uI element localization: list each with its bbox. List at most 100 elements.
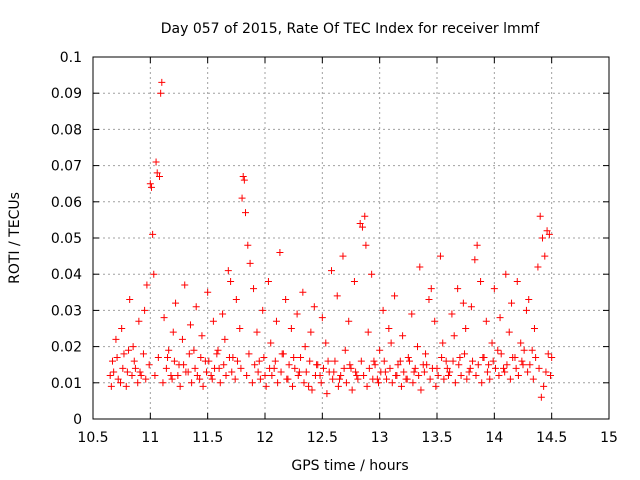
data-point [110, 368, 118, 376]
data-point [167, 372, 175, 380]
data-point [328, 267, 336, 275]
data-point [274, 379, 282, 387]
data-point [388, 379, 396, 387]
data-point [485, 361, 493, 369]
data-point [279, 350, 287, 358]
x-tick-label: 14.5 [536, 430, 567, 446]
data-point [483, 368, 491, 376]
data-point [176, 382, 184, 390]
data-point [529, 375, 537, 383]
data-point [142, 375, 150, 383]
data-point [180, 361, 188, 369]
data-point [294, 372, 302, 380]
data-point [494, 346, 502, 354]
data-point [461, 350, 469, 358]
data-point [139, 350, 147, 358]
data-point [405, 357, 413, 365]
data-point [532, 353, 540, 361]
data-point [363, 382, 371, 390]
data-point [467, 303, 475, 311]
data-point [146, 180, 154, 188]
data-point [208, 375, 216, 383]
data-point [271, 357, 279, 365]
data-point [520, 346, 528, 354]
data-point [512, 364, 520, 372]
data-point [125, 346, 133, 354]
data-point [282, 296, 290, 304]
data-point [345, 317, 353, 325]
y-tick-label: 0.01 [51, 376, 82, 392]
data-point [519, 361, 527, 369]
data-point [107, 382, 115, 390]
data-point [114, 375, 122, 383]
data-point [123, 368, 131, 376]
data-point [383, 375, 391, 383]
data-point [224, 267, 232, 275]
data-point [240, 176, 248, 184]
data-point [368, 270, 376, 278]
y-tick-labels: 0 0.01 0.02 0.03 0.04 0.05 0.06 0.07 0.08 0.09 0.1 [51, 50, 82, 428]
data-point [474, 361, 482, 369]
y-tick-label: 0.07 [51, 159, 82, 175]
data-point [415, 372, 423, 380]
data-point [509, 353, 517, 361]
data-point [295, 368, 303, 376]
data-point [297, 353, 305, 361]
data-point [455, 361, 463, 369]
data-point [537, 393, 545, 401]
data-point [542, 368, 550, 376]
data-point [236, 325, 244, 332]
data-point [264, 277, 272, 285]
data-point [404, 353, 412, 361]
data-point [214, 346, 222, 354]
y-tick-label: 0.04 [51, 267, 82, 283]
data-point [106, 372, 114, 380]
data-point [500, 364, 508, 372]
data-point [379, 306, 387, 314]
data-point [524, 368, 532, 376]
data-point [386, 364, 394, 372]
x-tick-label: 12 [256, 430, 274, 446]
data-point [548, 353, 556, 361]
data-point [260, 353, 268, 361]
data-point [186, 321, 194, 329]
data-point [408, 310, 416, 318]
data-point [118, 325, 126, 332]
x-tick-label: 13.5 [421, 430, 452, 446]
data-point [522, 306, 530, 314]
data-point [518, 357, 526, 365]
data-point [391, 292, 399, 300]
data-point [225, 353, 233, 361]
data-point [342, 379, 350, 387]
data-point [134, 379, 142, 387]
data-point [289, 382, 297, 390]
data-point [301, 343, 309, 351]
data-point [361, 212, 369, 220]
data-point [423, 361, 431, 369]
data-point [181, 281, 189, 289]
data-point [339, 252, 347, 260]
data-points [106, 78, 556, 401]
data-point [145, 361, 153, 369]
data-point [276, 248, 284, 256]
y-tick-label: 0.05 [51, 231, 82, 247]
y-tick-label: 0.09 [51, 86, 82, 102]
data-point [253, 328, 261, 336]
data-point [149, 230, 157, 238]
data-point [525, 296, 533, 304]
data-point [448, 310, 456, 318]
data-point [471, 256, 479, 264]
data-point [422, 350, 430, 358]
data-point [198, 332, 206, 340]
x-tick-label: 14 [485, 430, 503, 446]
data-point [250, 285, 258, 293]
data-point [333, 292, 341, 300]
data-point [117, 379, 125, 387]
data-point [331, 357, 339, 365]
data-point [152, 158, 160, 166]
data-point [277, 368, 285, 376]
data-point [502, 270, 510, 278]
data-point [172, 299, 180, 307]
data-point [380, 357, 388, 365]
data-point [432, 382, 440, 390]
